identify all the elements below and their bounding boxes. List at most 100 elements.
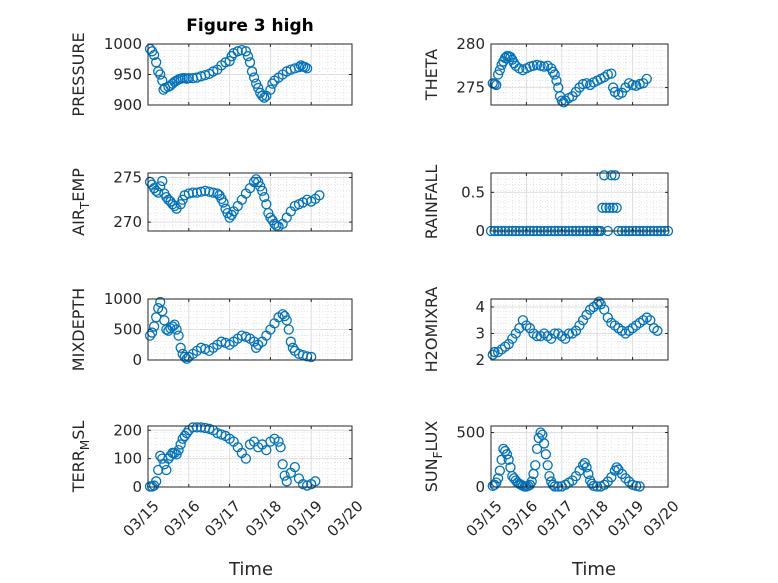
y-tick-label: 0 (475, 222, 485, 240)
data-point (606, 68, 617, 79)
y-tick-label: 0 (132, 478, 142, 496)
data-point (604, 202, 615, 213)
data-point (283, 324, 294, 335)
data-point (616, 325, 628, 336)
data-point (630, 480, 642, 492)
data-point (153, 66, 164, 77)
data-point (289, 461, 301, 473)
data-point (524, 323, 536, 334)
data-point (487, 480, 498, 492)
data-point (492, 473, 504, 484)
data-point (187, 187, 199, 198)
data-point (246, 66, 258, 77)
data-point (533, 432, 544, 444)
data-point (242, 51, 254, 62)
axes-box (490, 172, 669, 232)
data-point (175, 342, 186, 353)
axes-box (490, 425, 669, 488)
y-tick-label: 275 (113, 168, 142, 186)
y-axis-label: RAINFALL (422, 165, 441, 240)
data-point (232, 46, 243, 57)
data-point (301, 63, 313, 74)
data-point (169, 200, 180, 212)
data-point (496, 344, 507, 355)
y-axis-label: THETA (422, 49, 441, 101)
data-point (496, 454, 507, 465)
data-point (611, 462, 622, 473)
x-axis-label-right: Time (571, 559, 616, 580)
data-point (267, 78, 278, 89)
data-point (501, 449, 513, 460)
data-point (526, 476, 537, 487)
data-point (616, 87, 628, 98)
data-point (491, 79, 502, 91)
data-point (287, 342, 298, 353)
data-point (634, 317, 645, 329)
data-point (199, 69, 211, 81)
data-point (538, 328, 550, 339)
panel-row1-right: 275 280 THETA (422, 35, 669, 108)
data-point (208, 187, 219, 198)
data-point (599, 479, 610, 490)
data-point (542, 330, 553, 342)
data-point (535, 427, 546, 438)
data-point (538, 438, 550, 449)
data-point (606, 317, 617, 329)
data-point (175, 439, 186, 450)
panel-row2-left: 270 275 AIRTEMP (69, 168, 353, 236)
data-point (581, 309, 592, 321)
data-point (259, 92, 270, 103)
data-point (630, 320, 642, 331)
data-point (301, 351, 313, 362)
data-point (521, 320, 532, 331)
data-point (171, 324, 182, 335)
data-point (169, 319, 180, 330)
y-tick-label: 1000 (104, 35, 142, 53)
y-tick-label: 1000 (104, 290, 142, 308)
y-axis-label: AIRTEMP (69, 168, 92, 236)
data-point (553, 481, 564, 492)
data-point (611, 202, 622, 213)
data-point (530, 460, 541, 471)
data-point (634, 481, 645, 492)
data-point (293, 62, 305, 73)
data-point (549, 328, 560, 339)
data-point (281, 476, 292, 487)
data-point (606, 170, 617, 181)
data-point (570, 470, 582, 482)
y-tick-label: 900 (113, 96, 142, 114)
data-point (500, 341, 511, 352)
y-axis-label: H2OMIXRA (422, 287, 441, 373)
data-point (494, 465, 506, 476)
data-point (273, 436, 284, 447)
data-point (652, 325, 663, 336)
data-point (531, 443, 543, 455)
data-point (498, 443, 509, 455)
data-point (551, 75, 562, 86)
data-point (195, 186, 207, 197)
data-point (218, 197, 229, 208)
data-point (306, 351, 317, 363)
data-point (577, 315, 589, 326)
data-point (641, 312, 652, 323)
data-point (259, 191, 270, 203)
data-point (638, 315, 649, 326)
data-point (155, 69, 166, 80)
axes-box (490, 43, 669, 106)
data-point (489, 346, 500, 358)
y-axis-label: MIXDEPTH (69, 288, 88, 371)
data-point (161, 324, 172, 335)
data-point (173, 330, 184, 341)
axes-box (490, 298, 669, 361)
data-point (310, 476, 321, 487)
data-point (549, 69, 560, 80)
data-point (220, 57, 231, 68)
y-axis-label: TERRMSL (69, 421, 92, 494)
data-point (593, 296, 605, 307)
data-point (183, 188, 194, 199)
y-tick-label: 280 (456, 35, 485, 53)
data-point (508, 58, 520, 69)
data-point (505, 51, 516, 63)
data-point (240, 453, 252, 464)
y-tick-label: 4 (475, 298, 485, 316)
